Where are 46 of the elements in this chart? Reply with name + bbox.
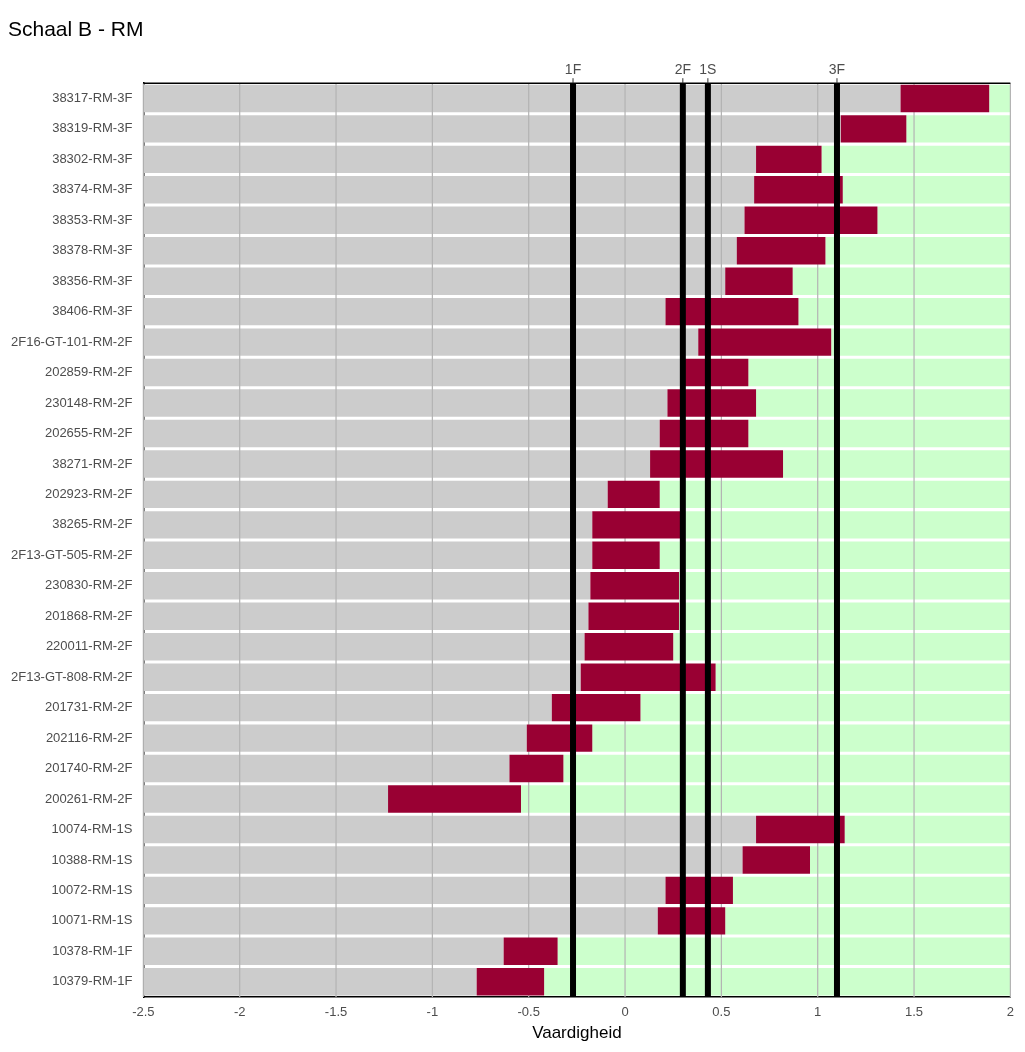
y-tick-label: 38353-RM-3F <box>52 211 133 227</box>
x-tick-label: -2.5 <box>132 1004 155 1020</box>
y-tick-label: 2F13-GT-505-RM-2F <box>10 546 133 562</box>
chart-title: Schaal B - RM <box>8 17 144 41</box>
y-tick-label: 10074-RM-1S <box>51 821 133 837</box>
y-tick-label: 38271-RM-2F <box>52 455 133 471</box>
y-tick-label: 38317-RM-3F <box>52 90 133 106</box>
y-tick-label: 202116-RM-2F <box>45 729 133 745</box>
y-tick-label: 201731-RM-2F <box>44 699 133 715</box>
y-tick-label: 202655-RM-2F <box>44 425 133 441</box>
y-tick-label: 2F13-GT-808-RM-2F <box>10 668 133 684</box>
y-tick-label: 10072-RM-1S <box>51 881 133 897</box>
x-tick-label: -1 <box>426 1004 439 1020</box>
ref-line-label: 3F <box>828 61 846 78</box>
x-tick-label: 0 <box>621 1004 629 1020</box>
y-tick-label: 201868-RM-2F <box>44 607 133 623</box>
y-tick-label: 38302-RM-3F <box>52 150 133 166</box>
y-tick-label: 230148-RM-2F <box>44 394 133 410</box>
x-tick-label: 1 <box>814 1004 822 1020</box>
y-tick-label: 38356-RM-3F <box>52 272 133 288</box>
ref-line-label: 1F <box>564 61 582 78</box>
y-tick-label: 202859-RM-2F <box>44 364 133 380</box>
x-tick-label: 2 <box>1006 1004 1014 1020</box>
y-tick-label: 201740-RM-2F <box>44 760 133 776</box>
y-tick-label: 38378-RM-3F <box>52 242 133 258</box>
y-tick-label: 2F16-GT-101-RM-2F <box>10 333 133 349</box>
y-tick-label: 10379-RM-1F <box>52 973 133 989</box>
x-tick-label: 1.5 <box>905 1004 924 1020</box>
x-axis-title: Vaardigheid <box>532 1023 622 1043</box>
x-tick-label: 0.5 <box>712 1004 731 1020</box>
y-tick-label: 10378-RM-1F <box>52 942 133 958</box>
y-tick-label: 10071-RM-1S <box>51 912 133 928</box>
x-tick-label: -2 <box>233 1004 246 1020</box>
y-tick-label: 10388-RM-1S <box>51 851 133 867</box>
x-tick-label: -0.5 <box>517 1004 540 1020</box>
y-tick-label: 230830-RM-2F <box>44 577 133 593</box>
ref-line-label: 2F <box>674 61 692 78</box>
y-tick-label: 38319-RM-3F <box>52 120 133 136</box>
y-tick-label: 38406-RM-3F <box>52 303 133 319</box>
y-tick-label: 202923-RM-2F <box>44 485 133 501</box>
y-tick-label: 200261-RM-2F <box>44 790 133 806</box>
x-tick-label: -1.5 <box>324 1004 348 1020</box>
y-tick-label: 38265-RM-2F <box>52 516 133 532</box>
y-tick-label: 220011-RM-2F <box>45 638 133 654</box>
ref-line-label: 1S <box>699 61 717 78</box>
y-tick-label: 38374-RM-3F <box>52 181 133 197</box>
